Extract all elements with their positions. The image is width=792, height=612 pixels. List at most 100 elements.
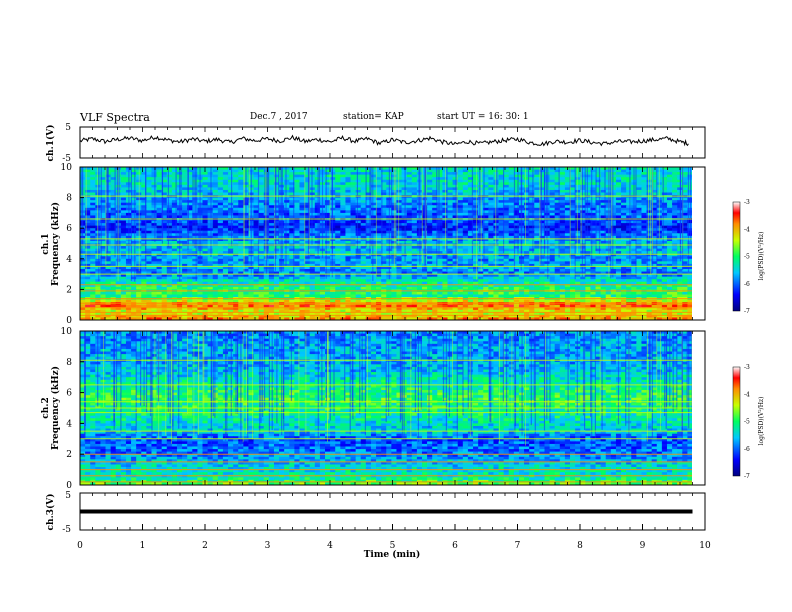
spec-cell [406, 182, 413, 186]
spec-cell [187, 271, 193, 275]
spec-cell [273, 230, 280, 234]
spec-cell [258, 212, 265, 217]
spec-cell [396, 187, 403, 191]
spec-cell [314, 269, 321, 273]
spec-cell [406, 167, 413, 171]
spec-cell [580, 184, 586, 188]
spec-cell [120, 223, 127, 227]
spec-cell [503, 218, 510, 222]
spec-cell [513, 184, 520, 188]
spec-cell [90, 266, 96, 270]
spec-cell [110, 215, 117, 219]
spec-cell [222, 261, 229, 265]
spec-cell [187, 218, 193, 222]
spec-cell [141, 269, 147, 273]
spec-cell [585, 248, 592, 252]
spec-cell [156, 246, 163, 250]
spec-cell [166, 169, 173, 173]
spec-cell [90, 189, 96, 194]
spec-cell [110, 182, 117, 186]
spec-cell [508, 256, 515, 260]
spec-cell [687, 240, 692, 245]
spec-cell [570, 256, 576, 260]
spec-cell [299, 167, 306, 171]
spec-cell [85, 169, 91, 173]
spec-cell [488, 192, 495, 196]
spec-cell [411, 174, 418, 178]
spec-cell [462, 212, 469, 217]
spec-cell [595, 218, 602, 222]
spec-cell [294, 269, 301, 273]
spec-cell [549, 207, 556, 211]
spec-cell [217, 233, 224, 237]
spec-cell [284, 187, 290, 191]
spec-cell [381, 246, 387, 250]
spec-cell [406, 266, 413, 270]
spec-cell [166, 230, 173, 234]
spec-cell [610, 253, 617, 257]
spec-cell [559, 263, 566, 268]
spec-cell [131, 189, 137, 194]
spec-cell [600, 184, 607, 188]
spec-cell [233, 202, 239, 206]
spec-cell [447, 179, 454, 183]
spec-cell [467, 177, 474, 181]
spec-cell [559, 218, 566, 222]
spec-cell [513, 223, 520, 227]
spec-cell [345, 230, 352, 234]
spec-cell [146, 230, 153, 234]
spec-cell [529, 210, 535, 214]
spec-cell [575, 205, 581, 209]
spec-cell [559, 256, 566, 260]
spec-cell [376, 210, 382, 214]
spec-cell [284, 253, 290, 257]
spec-cell [166, 248, 173, 252]
spec-cell [355, 207, 362, 211]
spec-cell [222, 215, 229, 219]
spec-cell [636, 215, 643, 219]
spec-cell [661, 218, 668, 222]
spec-cell [666, 258, 673, 262]
spec-cell [192, 263, 198, 268]
spec-cell [289, 230, 295, 234]
spec-cell [437, 207, 443, 211]
spec-cell [554, 182, 561, 186]
spec-cell [462, 172, 469, 176]
spec-cell [258, 263, 265, 268]
spec-cell [661, 179, 668, 183]
spec-cell [498, 261, 505, 265]
spec-cell [467, 258, 474, 262]
spec-cell [513, 177, 520, 181]
spec-cell [396, 271, 403, 275]
spec-cell [447, 258, 454, 262]
spec-cell [452, 263, 459, 268]
spec-cell [590, 256, 597, 260]
spec-cell [304, 182, 311, 186]
spec-cell [161, 189, 168, 194]
spec-cell [360, 205, 367, 209]
spec-cell [360, 246, 367, 250]
spec-cell [524, 233, 530, 237]
spec-cell [238, 174, 244, 178]
spec-cell [85, 205, 91, 209]
spec-cell [161, 205, 168, 209]
spec-cell [141, 225, 147, 229]
spec-cell [120, 263, 127, 268]
spec-cell [600, 240, 607, 245]
spec-cell [595, 195, 602, 199]
spec-cell [146, 223, 153, 227]
spec-cell [304, 197, 311, 201]
spec-cell [238, 177, 244, 181]
spec-cell [646, 172, 653, 176]
spec-cell [376, 187, 382, 191]
spec-cell [325, 228, 331, 232]
spec-cell [161, 192, 168, 196]
spec-cell [228, 220, 234, 224]
spec-cell [345, 261, 352, 265]
spec-cell [467, 184, 474, 188]
spec-cell [294, 174, 301, 178]
spec-cell [289, 207, 295, 211]
spec-cell [524, 189, 530, 194]
spec-cell [243, 248, 250, 252]
spec-cell [534, 230, 540, 234]
